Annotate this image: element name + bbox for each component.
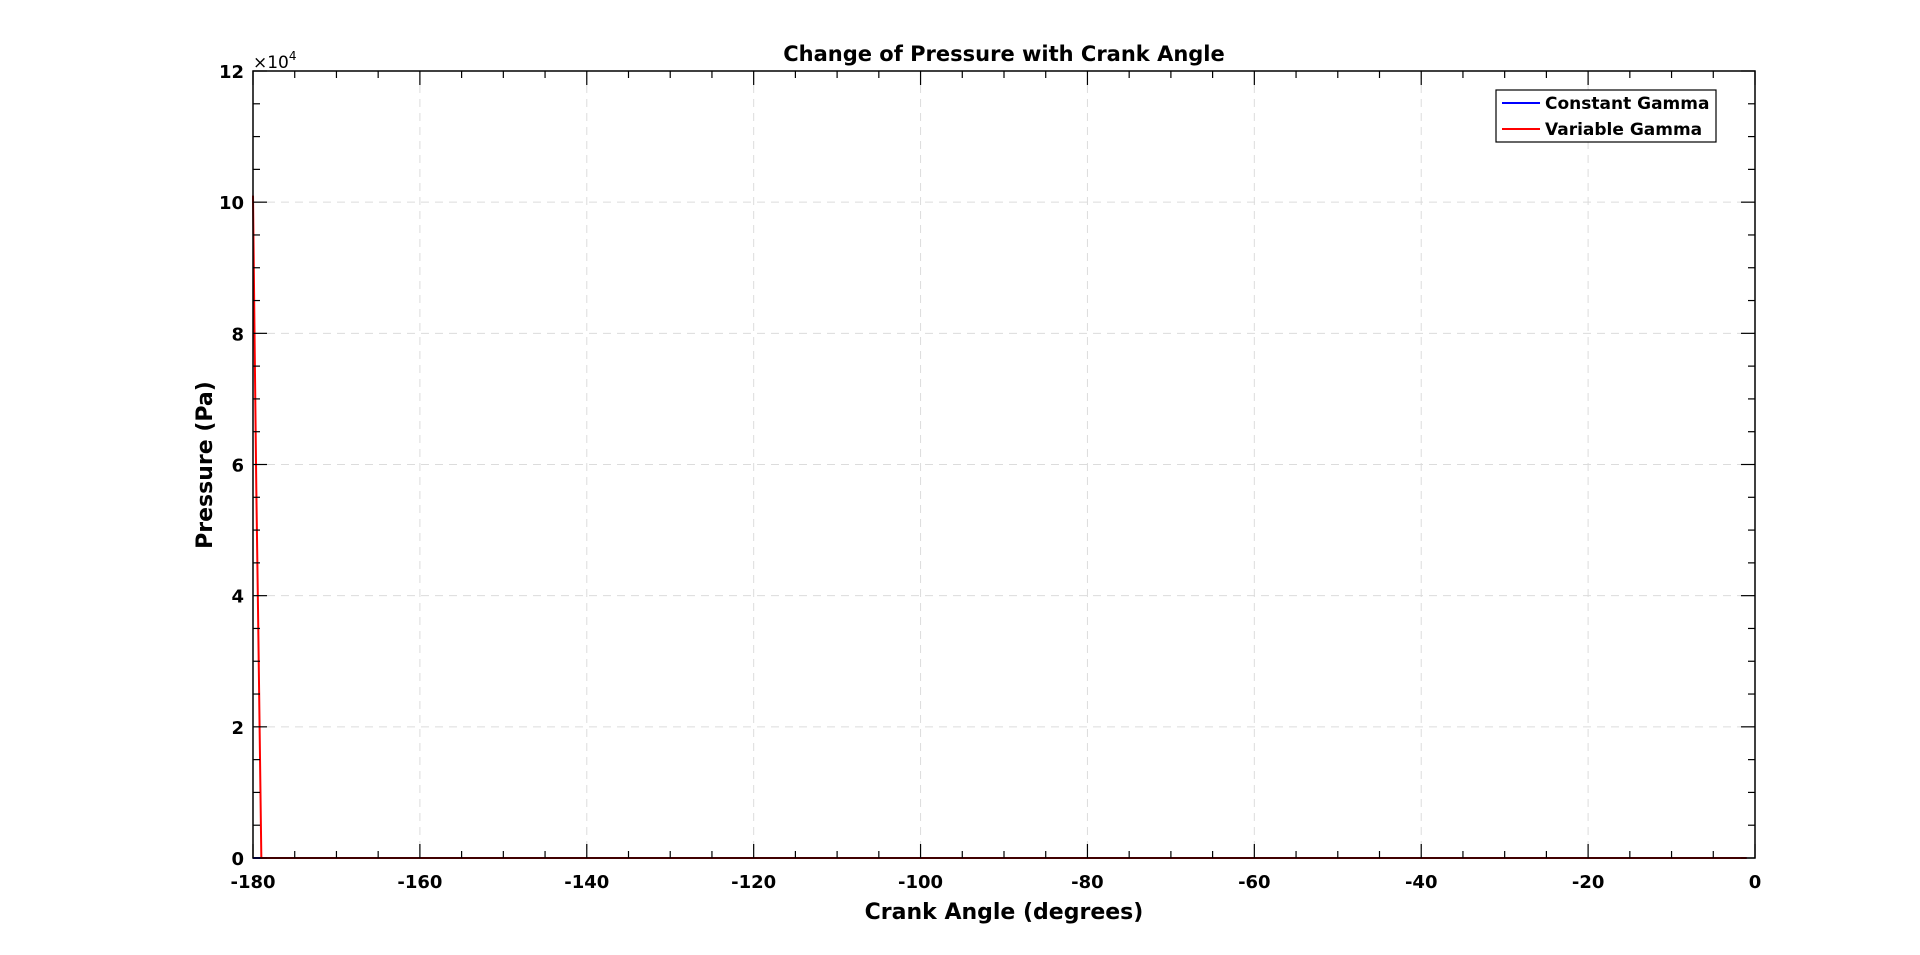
y-tick-label: 8 (231, 324, 244, 345)
x-axis-label: Crank Angle (degrees) (865, 900, 1144, 925)
x-tick-label: 0 (1749, 872, 1762, 893)
tick-marks (252, 70, 1756, 859)
x-tick-label: -60 (1238, 872, 1271, 893)
legend-label-variable-gamma: Variable Gamma (1545, 120, 1702, 140)
y-tick-label: 6 (231, 456, 244, 477)
y-exponent-label: ×104 (253, 49, 297, 73)
y-tick-label: 0 (231, 849, 244, 870)
x-tick-label: -100 (898, 872, 943, 893)
x-tick-label: -20 (1572, 872, 1605, 893)
x-tick-label: -160 (397, 872, 442, 893)
x-tick-label: -180 (230, 872, 275, 893)
x-tick-label: -120 (731, 872, 776, 893)
legend: Constant Gamma Variable Gamma (1495, 89, 1717, 143)
x-tick-label: -80 (1071, 872, 1104, 893)
y-tick-label: 10 (219, 193, 244, 214)
y-exponent-base: ×10 (253, 53, 289, 73)
tick-labels: -180 -160 -140 -120 -100 -80 -60 -40 -20 0 0 2 4 6 8 10… (219, 62, 1761, 893)
y-tick-label: 2 (231, 718, 244, 739)
legend-label-constant-gamma: Constant Gamma (1545, 94, 1709, 114)
x-tick-label: -40 (1405, 872, 1438, 893)
y-exponent-power: 4 (289, 49, 297, 63)
legend-box (1495, 89, 1717, 143)
chart-title: Change of Pressure with Crank Angle (783, 42, 1225, 66)
grid-lines (253, 71, 1755, 858)
y-tick-label: 4 (231, 587, 244, 608)
y-tick-label: 12 (219, 62, 244, 83)
y-axis-label: Pressure (Pa) (193, 381, 218, 549)
x-tick-label: -140 (564, 872, 609, 893)
